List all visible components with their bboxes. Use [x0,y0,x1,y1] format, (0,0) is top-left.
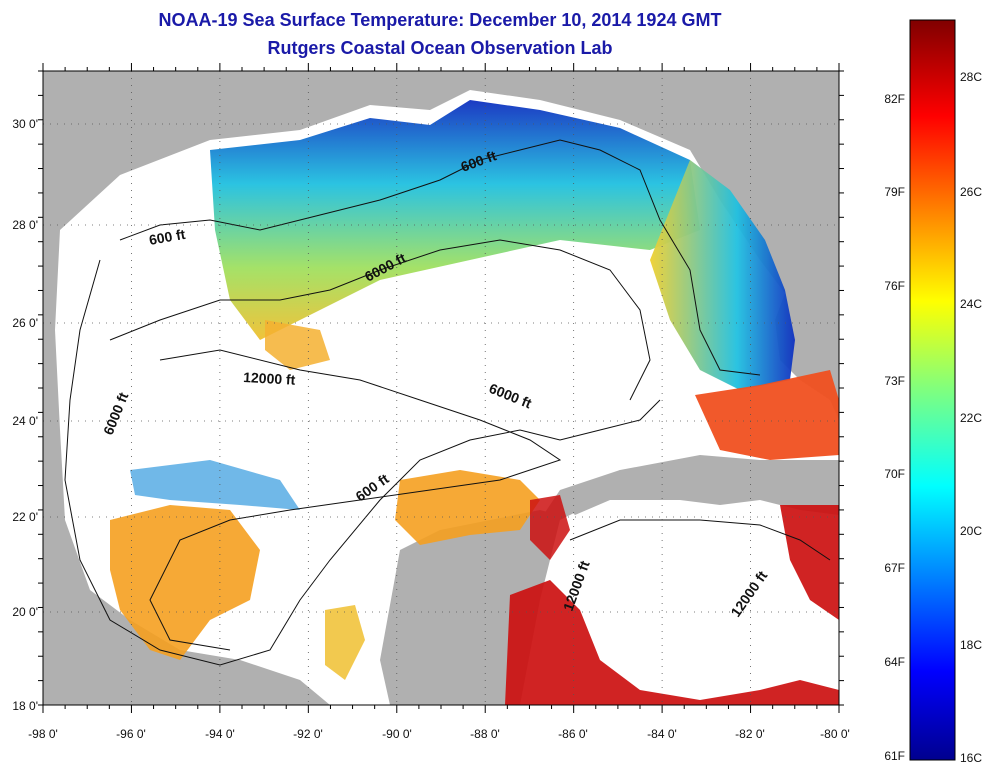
colorbar-c-label: 22C [960,411,982,425]
colorbar-f-label: 73F [884,374,905,388]
straits-warm [695,370,839,460]
lat-label: 24 0' [12,414,38,428]
florida-land [760,71,839,380]
lat-label: 26 0' [12,316,38,330]
lat-label: 18 0' [12,699,38,713]
lat-label: 30 0' [12,117,38,131]
central-warm-2 [395,470,540,545]
bathymetry-contours [64,139,831,666]
caribbean-warm [505,580,839,705]
map-subtitle: Rutgers Coastal Ocean Observation Lab [267,38,613,58]
longitude-labels: -98 0' -96 0' -94 0' -92 0' -90 0' -88 0… [28,727,850,741]
lat-label: 20 0' [12,605,38,619]
colorbar-f-label: 70F [884,467,905,481]
map-area [43,71,839,705]
caribbean-water [520,500,839,705]
lon-label: -88 0' [470,727,500,741]
contour-label: 600 ft [148,226,187,248]
colorbar-c-label: 18C [960,638,982,652]
lon-label: -98 0' [28,727,58,741]
caribbean-warm-3 [530,495,570,560]
colorbar-c-label: 26C [960,185,982,199]
colorbar-celsius-labels: 28C 26C 24C 22C 20C 18C 16C [960,70,982,765]
cuba-land [560,455,839,515]
colorbar-c-label: 28C [960,70,982,84]
central-warm-3 [265,320,330,370]
contour-caribbean [569,519,831,561]
colorbar-f-label: 79F [884,185,905,199]
colorbar-fahrenheit-labels: 82F 79F 76F 73F 70F 67F 64F 61F [884,92,905,763]
contour-600ft-outer [119,139,761,376]
central-warm-1 [110,505,260,660]
yucatan-land [380,510,560,705]
contour-6000ft-inner [109,239,651,401]
colorbar-c-label: 24C [960,297,982,311]
caribbean-warm-2 [780,505,839,620]
contour-12000ft [149,349,562,651]
colorbar-c-label: 20C [960,524,982,538]
contour-6000ft [64,259,661,666]
colorbar-c-label: 16C [960,751,982,765]
colorbar-f-label: 64F [884,655,905,669]
lon-label: -90 0' [382,727,412,741]
axis-ticks [38,63,844,713]
lon-label: -96 0' [116,727,146,741]
colorbar-f-label: 82F [884,92,905,106]
contour-label: 12000 ft [243,369,296,388]
mixed-pixels [130,460,300,510]
lon-label: -84 0' [647,727,677,741]
latitude-labels: 30 0' 28 0' 26 0' 24 0' 22 0' 20 0' 18 0… [12,117,38,713]
colorbar-f-label: 76F [884,279,905,293]
lon-label: -82 0' [735,727,765,741]
central-warm-4 [325,605,365,680]
lat-label: 22 0' [12,510,38,524]
graticule [43,71,839,705]
map-title: NOAA-19 Sea Surface Temperature: Decembe… [158,10,722,30]
lon-label: -80 0' [820,727,850,741]
colorbar-f-label: 61F [884,749,905,763]
east-sst-band [650,160,795,390]
north-sst-band [210,100,700,340]
lon-label: -86 0' [558,727,588,741]
colorbar-f-label: 67F [884,561,905,575]
colorbar [909,19,956,761]
lon-label: -92 0' [293,727,323,741]
lat-label: 28 0' [12,218,38,232]
lon-label: -94 0' [205,727,235,741]
